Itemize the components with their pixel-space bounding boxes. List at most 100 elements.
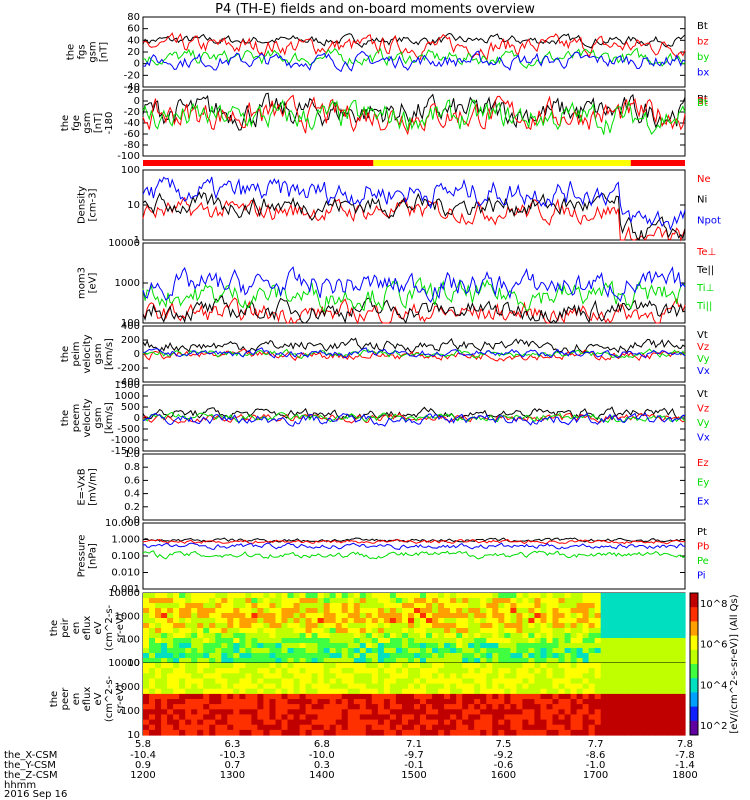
heatmap-cell	[594, 724, 602, 731]
heatmap-cell	[305, 668, 313, 674]
heatmap-cell	[546, 729, 554, 736]
heatmap-cell	[594, 598, 602, 604]
heatmap-cell	[299, 678, 307, 685]
heatmap-cell	[504, 719, 511, 726]
heatmap-cell	[588, 729, 596, 736]
heatmap-cell	[462, 648, 469, 654]
heatmap-cell	[305, 613, 313, 619]
heatmap-cell	[239, 653, 246, 659]
heatmap-cell	[389, 678, 397, 685]
heatmap-cell	[528, 638, 535, 644]
heatmap-cell	[666, 678, 674, 685]
heatmap-cell	[576, 623, 584, 629]
heatmap-cell	[642, 673, 650, 679]
x-tick-label: 7.5	[495, 739, 511, 750]
panel-frame	[142, 453, 686, 521]
series-line-Bt	[142, 32, 686, 49]
heatmap-cell	[576, 709, 584, 715]
heatmap-cell	[143, 709, 150, 715]
heatmap-cell	[420, 714, 427, 721]
heatmap-cell	[335, 653, 343, 659]
heatmap-cell	[534, 653, 541, 659]
heatmap-cell	[155, 729, 162, 736]
heatmap-cell	[209, 613, 216, 619]
heatmap-cell	[329, 658, 337, 664]
heatmap-cell	[299, 648, 307, 654]
heatmap-cell	[504, 613, 511, 619]
y-axis-label: mom3	[77, 267, 88, 299]
heatmap-cell	[317, 643, 325, 649]
y-axis-label: sr-eV)	[115, 684, 126, 713]
heatmap-cell	[408, 673, 415, 679]
heatmap-cell	[408, 648, 415, 654]
heatmap-cell	[594, 719, 602, 726]
heatmap-cell	[576, 593, 584, 599]
heatmap-cell	[444, 658, 451, 664]
heatmap-cell	[504, 618, 511, 624]
heatmap-cell	[275, 693, 283, 700]
heatmap-cell	[191, 613, 198, 619]
heatmap-cell	[606, 613, 614, 619]
heatmap-cell	[438, 714, 445, 721]
heatmap-cell	[444, 678, 451, 685]
heatmap-cell	[365, 608, 373, 614]
heatmap-cell	[666, 598, 674, 604]
heatmap-cell	[317, 663, 325, 669]
y-tick-label: -40	[124, 82, 140, 93]
heatmap-cell	[588, 678, 596, 685]
heatmap-cell	[167, 658, 174, 664]
heatmap-cell	[594, 663, 602, 669]
heatmap-cell	[347, 688, 355, 695]
heatmap-cell	[161, 618, 168, 624]
heatmap-cell	[636, 678, 644, 685]
heatmap-cell	[293, 623, 301, 629]
heatmap-cell	[486, 603, 493, 609]
heatmap-cell	[329, 648, 337, 654]
heatmap-cell	[233, 693, 240, 700]
heatmap-cell	[239, 603, 246, 609]
heatmap-cell	[552, 608, 560, 614]
heatmap-cell	[618, 593, 626, 599]
heatmap-cell	[468, 593, 475, 599]
y-axis-label: peim	[71, 341, 82, 366]
heatmap-cell	[432, 673, 439, 679]
heatmap-cell	[510, 658, 517, 664]
heatmap-cell	[492, 729, 499, 736]
heatmap-cell	[215, 648, 222, 654]
heatmap-cell	[480, 719, 487, 726]
heatmap-cell	[456, 653, 463, 659]
heatmap-cell	[155, 719, 162, 726]
heatmap-cell	[402, 668, 409, 674]
heatmap-cell	[558, 693, 566, 700]
heatmap-cell	[648, 643, 656, 649]
heatmap-cell	[395, 709, 403, 715]
heatmap-cell	[414, 663, 421, 669]
heatmap-cell	[251, 593, 258, 599]
heatmap-cell	[504, 603, 511, 609]
heatmap-cell	[546, 709, 554, 715]
heatmap-cell	[594, 613, 602, 619]
heatmap-cell	[486, 658, 493, 664]
heatmap-cell	[371, 633, 379, 639]
colorbar-segment	[690, 678, 698, 693]
heatmap-cell	[564, 729, 572, 736]
heatmap-cell	[606, 724, 614, 731]
heatmap-cell	[480, 648, 487, 654]
heatmap-cell	[444, 613, 451, 619]
heatmap-cell	[293, 668, 301, 674]
heatmap-cell	[239, 714, 246, 721]
heatmap-cell	[432, 714, 439, 721]
legend-entry: Vx	[697, 433, 710, 444]
heatmap-cell	[245, 613, 252, 619]
heatmap-cell	[149, 653, 156, 659]
heatmap-cell	[245, 729, 252, 736]
heatmap-cell	[534, 693, 541, 700]
heatmap-cell	[371, 673, 379, 679]
heatmap-cell	[155, 688, 162, 695]
heatmap-cell	[143, 673, 150, 679]
heatmap-cell	[438, 623, 445, 629]
heatmap-cell	[299, 638, 307, 644]
heatmap-cell	[215, 623, 222, 629]
heatmap-cell	[546, 643, 554, 649]
y-tick-label: 1.000	[111, 535, 140, 546]
